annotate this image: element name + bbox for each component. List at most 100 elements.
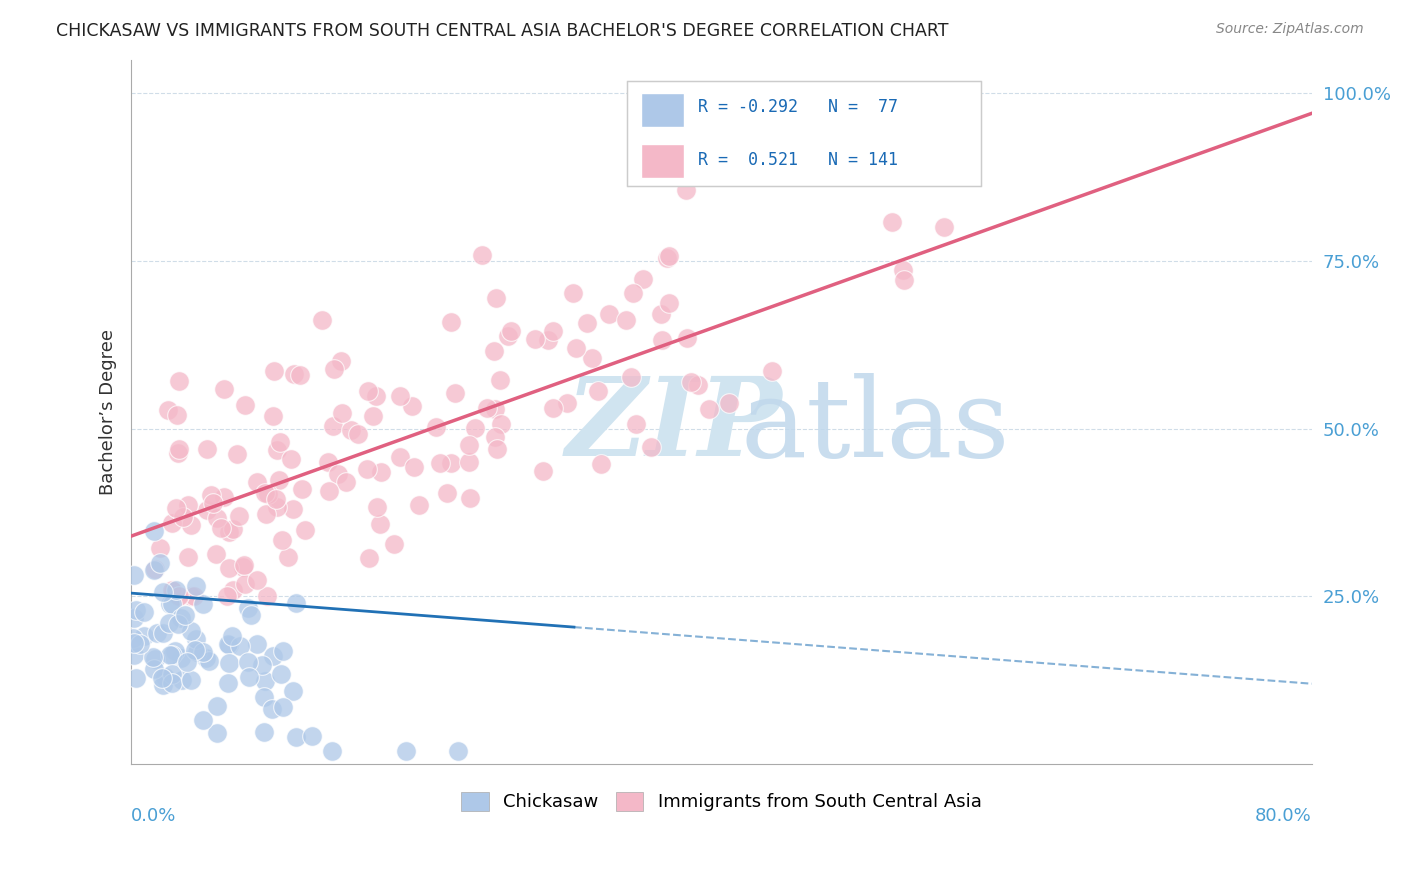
Point — [160, 583, 183, 598]
Point — [458, 491, 481, 506]
Point — [254, 508, 277, 522]
Point — [195, 502, 218, 516]
Point — [658, 295, 681, 310]
Point — [152, 671, 174, 685]
Point — [160, 648, 183, 662]
Point — [143, 524, 166, 538]
Point — [322, 362, 344, 376]
Point — [311, 313, 333, 327]
Point — [142, 650, 165, 665]
Point — [254, 486, 277, 500]
Point — [269, 473, 291, 487]
Point — [640, 440, 662, 454]
Text: 80.0%: 80.0% — [1256, 806, 1312, 824]
Point — [717, 396, 740, 410]
Point — [170, 611, 193, 625]
Point — [186, 632, 208, 646]
Point — [271, 700, 294, 714]
Point — [598, 307, 620, 321]
Point — [209, 521, 232, 535]
Point — [657, 251, 679, 265]
Point — [425, 419, 447, 434]
Point — [143, 562, 166, 576]
Point — [152, 626, 174, 640]
Point — [366, 500, 388, 514]
Text: atlas: atlas — [740, 373, 1010, 480]
Point — [523, 333, 546, 347]
Point — [200, 488, 222, 502]
Point — [186, 645, 208, 659]
Point — [225, 447, 247, 461]
Point — [586, 384, 609, 398]
Point — [389, 389, 412, 403]
Point — [271, 644, 294, 658]
Point — [288, 368, 311, 382]
Point — [489, 373, 512, 387]
Point — [253, 725, 276, 739]
Point — [436, 486, 458, 500]
Point — [447, 744, 470, 758]
Point — [195, 651, 218, 665]
Point — [429, 456, 451, 470]
Point — [382, 537, 405, 551]
Point — [675, 183, 697, 197]
Point — [316, 455, 339, 469]
Point — [245, 475, 267, 490]
Point — [277, 550, 299, 565]
Point — [676, 330, 699, 344]
Point — [212, 382, 235, 396]
Point — [215, 590, 238, 604]
Point — [180, 518, 202, 533]
Point — [650, 307, 672, 321]
Point — [169, 375, 191, 389]
Point — [294, 523, 316, 537]
Point — [395, 744, 418, 758]
Point — [160, 516, 183, 530]
Point — [132, 629, 155, 643]
Point — [489, 417, 512, 431]
Point — [205, 511, 228, 525]
Point — [330, 406, 353, 420]
Point — [620, 369, 643, 384]
Point — [291, 483, 314, 497]
Point — [176, 655, 198, 669]
Point — [152, 585, 174, 599]
Point — [191, 645, 214, 659]
Point — [146, 626, 169, 640]
Point — [335, 475, 357, 490]
Point — [132, 605, 155, 619]
Point — [180, 673, 202, 687]
Point — [457, 438, 479, 452]
Point — [543, 324, 565, 338]
Point — [202, 496, 225, 510]
Point — [167, 616, 190, 631]
Point — [157, 403, 180, 417]
Point — [153, 670, 176, 684]
Point — [233, 398, 256, 412]
Point — [531, 464, 554, 478]
Point — [197, 442, 219, 456]
Point — [464, 421, 486, 435]
Point — [205, 698, 228, 713]
Point — [162, 583, 184, 598]
Point — [228, 508, 250, 523]
Point — [177, 498, 200, 512]
Point — [347, 427, 370, 442]
Point — [217, 675, 239, 690]
Point — [658, 249, 681, 263]
Point — [440, 456, 463, 470]
Point — [122, 631, 145, 645]
Point — [260, 702, 283, 716]
Point — [217, 637, 239, 651]
Point — [186, 579, 208, 593]
Point — [614, 312, 637, 326]
Point — [893, 273, 915, 287]
Point — [205, 726, 228, 740]
Point — [166, 501, 188, 516]
Point — [318, 483, 340, 498]
Point — [218, 657, 240, 671]
Point — [401, 399, 423, 413]
Point — [359, 551, 381, 566]
Point — [197, 654, 219, 668]
Point — [262, 409, 284, 423]
